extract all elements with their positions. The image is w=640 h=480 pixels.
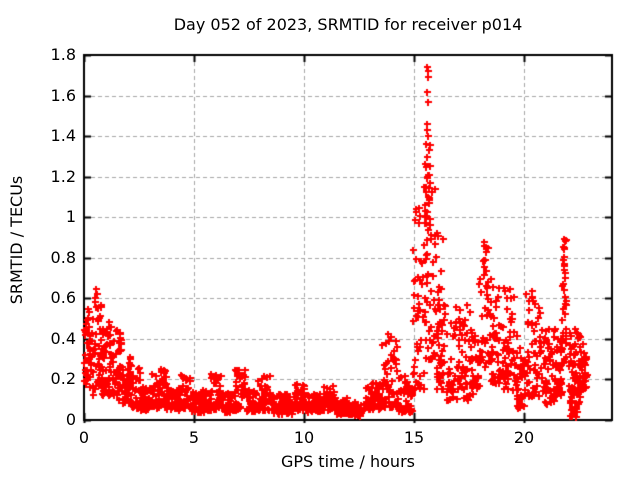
y-tick-label: 0.8 [50, 247, 76, 267]
y-tick-label: 1.8 [50, 45, 76, 64]
x-tick-label: 10 [293, 428, 315, 447]
y-tick-label: 0.2 [50, 369, 76, 389]
x-tick-label: 15 [403, 428, 425, 447]
y-tick-label: 1.2 [50, 166, 76, 186]
chart-title: Day 052 of 2023, SRMTID for receiver p01… [173, 15, 523, 34]
y-tick-label: 1 [65, 207, 76, 227]
x-tick-label: 20 [513, 428, 535, 447]
x-tick-label: 0 [78, 428, 90, 447]
y-tick-label: 1.6 [50, 85, 76, 105]
y-tick-label: 0 [65, 410, 76, 429]
x-tick-label: 5 [188, 428, 200, 447]
x-axis-label: GPS time / hours [281, 452, 415, 471]
y-axis-label: SRMTID / TECUs [7, 175, 26, 305]
y-tick-label: 0.4 [50, 328, 76, 348]
y-tick-label: 1.4 [50, 126, 76, 146]
y-tick-label: 0.6 [50, 288, 76, 308]
